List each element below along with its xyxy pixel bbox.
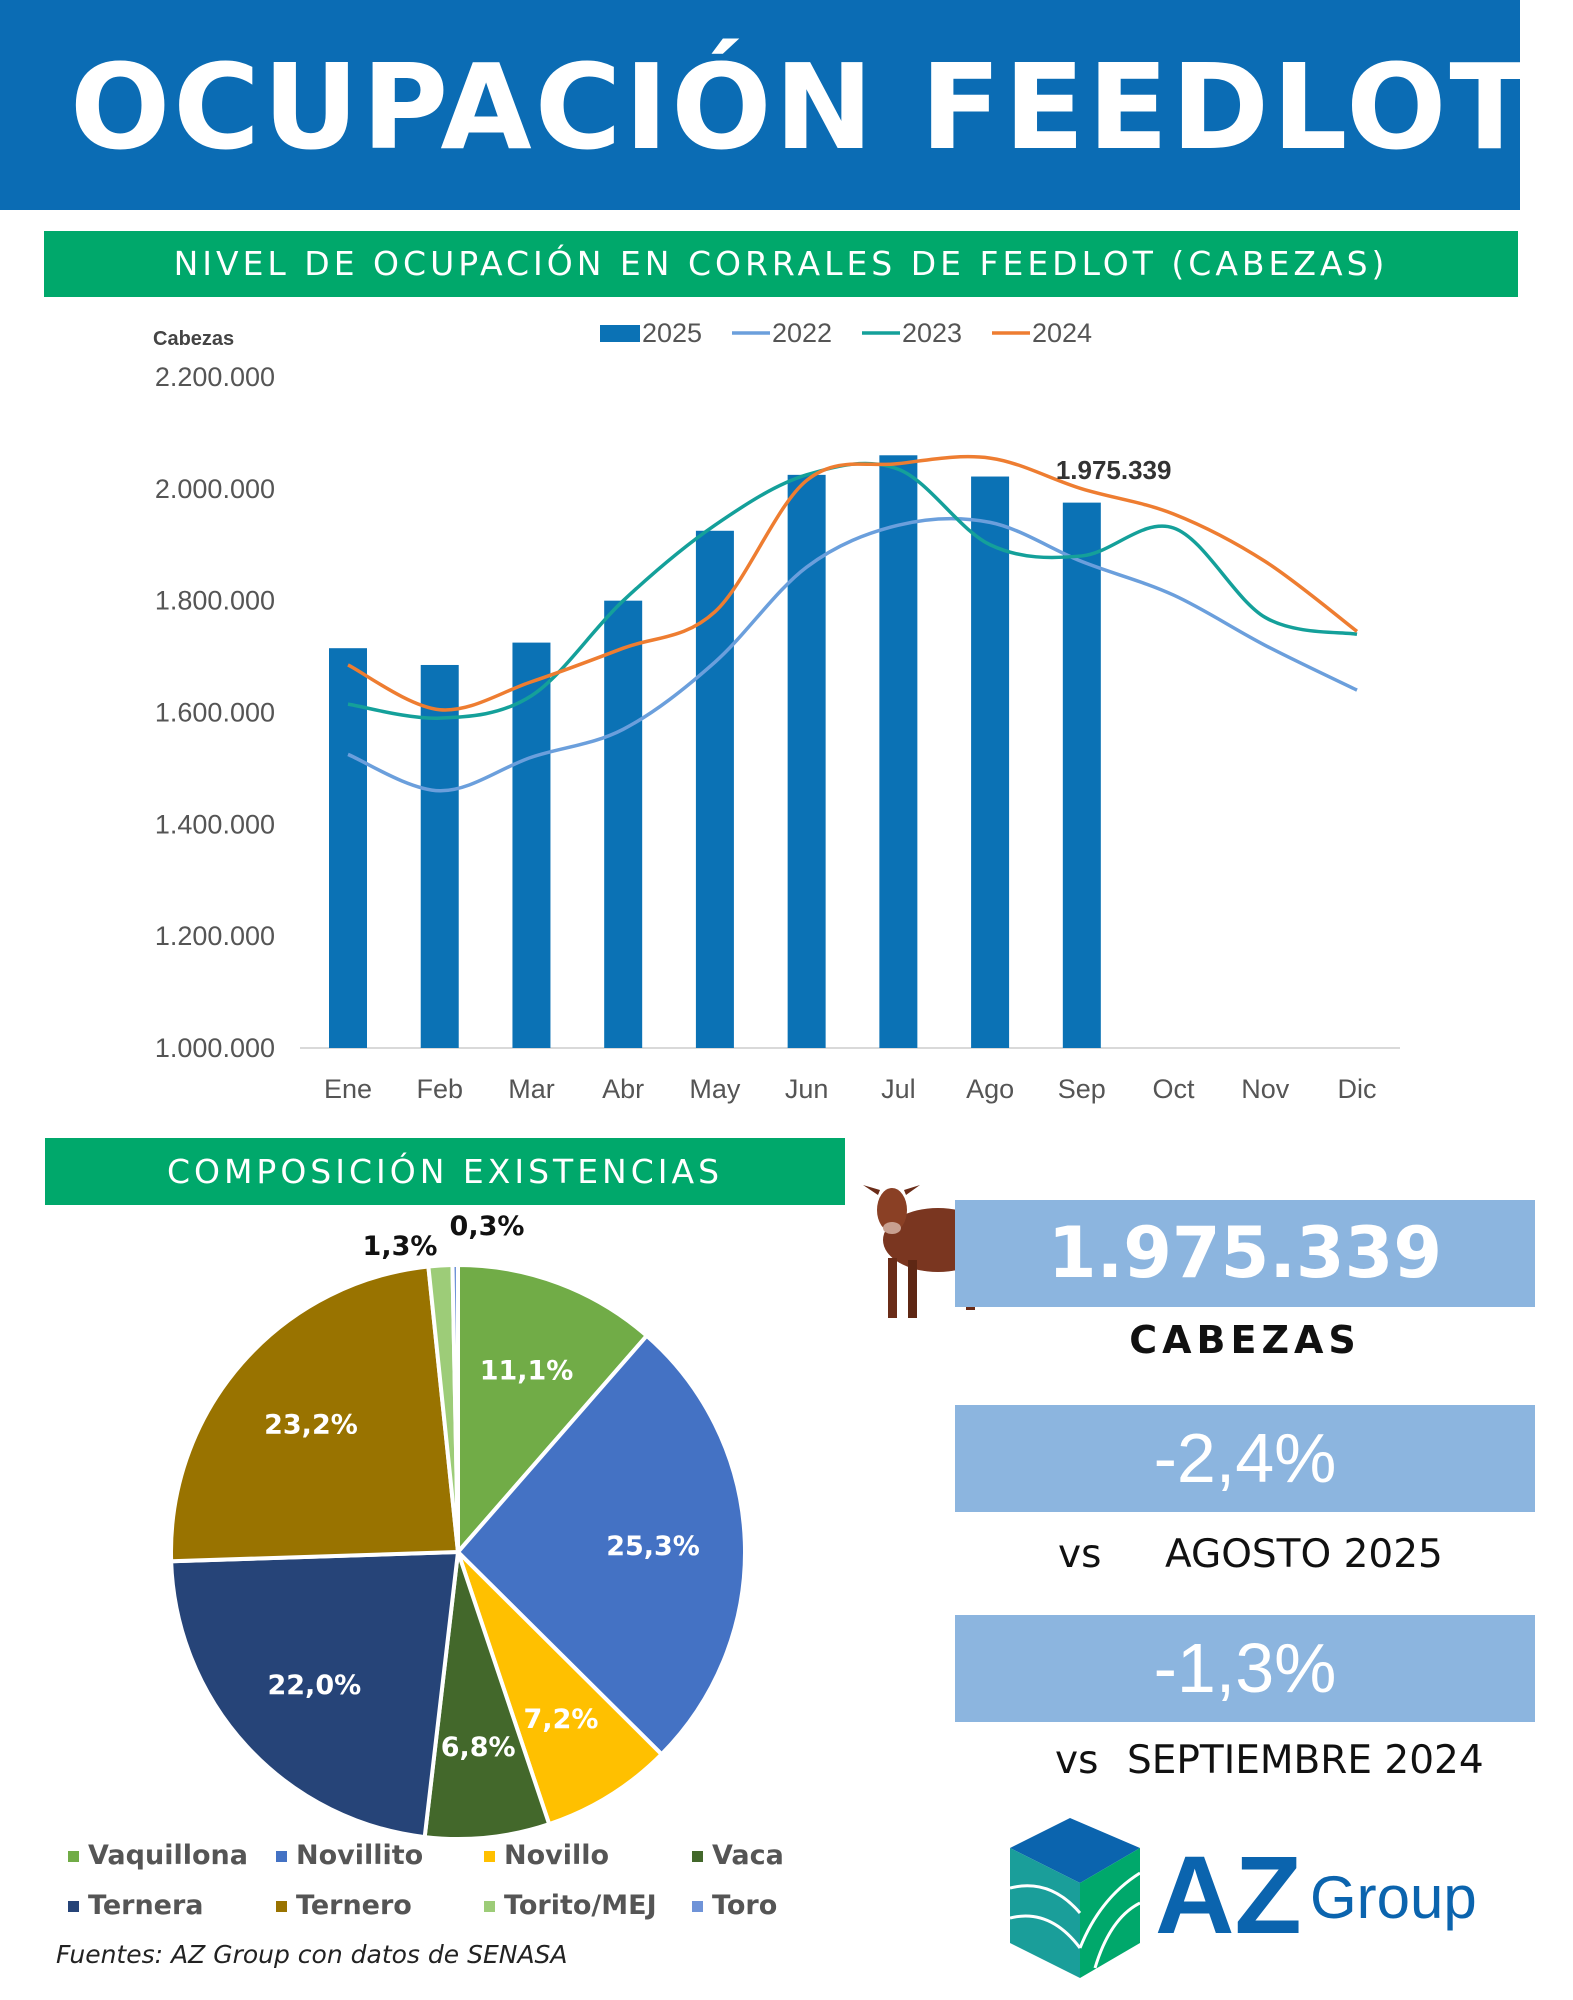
bar-2025-Jul: [879, 455, 918, 1048]
y-tick-label: 2.200.000: [155, 362, 275, 392]
pie-legend-item: Novillito: [276, 1840, 423, 1871]
legend-label: Torito/MEJ: [504, 1890, 657, 1921]
total-heads-unit: CABEZAS: [1129, 1318, 1361, 1362]
x-tick-label: Mar: [508, 1074, 555, 1104]
logo-cube-left: [1010, 1848, 1080, 1978]
change-vs-previous-year: -1,3%: [955, 1615, 1535, 1722]
header-banner: OCUPACIÓN FEEDLOT: [0, 0, 1530, 210]
legend-label-2025: 2025: [642, 318, 702, 348]
x-tick-label: Abr: [602, 1074, 644, 1104]
source-note: Fuentes: AZ Group con datos de SENASA: [56, 1940, 568, 1969]
pie-data-label: 22,0%: [267, 1670, 361, 1701]
pie-slice-toro: [450, 1262, 460, 1553]
legend-swatch: [276, 1851, 287, 1862]
x-tick-label: Ago: [966, 1074, 1014, 1104]
x-tick-label: Sep: [1058, 1074, 1106, 1104]
composition-section-title: COMPOSICIÓN EXISTENCIAS: [45, 1138, 845, 1205]
bar-2025-May: [695, 530, 734, 1048]
change1-vs-label: vs: [1058, 1532, 1102, 1577]
pie-data-label: 1,3%: [363, 1231, 438, 1262]
bar-2025-Ene: [329, 648, 367, 1048]
x-tick-label: May: [689, 1074, 741, 1104]
line-2024: [347, 454, 1359, 712]
page-title: OCUPACIÓN FEEDLOT: [70, 38, 1533, 176]
pie-data-label: 6,8%: [441, 1732, 516, 1763]
pie-slice-novillo: [456, 1550, 665, 1827]
pie-legend-item: Ternera: [68, 1890, 204, 1921]
legend-swatch: [68, 1851, 79, 1862]
composition-pie-chart: 11,1% 25,3% 7,2% 6,8% 22,0% 23,2% 1,3% 0,3%: [169, 1211, 747, 1841]
line-2022: [347, 516, 1358, 793]
legend-swatch: [692, 1901, 703, 1912]
bar-2025-Jun: [787, 474, 826, 1049]
legend-swatch-2025: [600, 325, 640, 342]
pie-data-label: 7,2%: [524, 1704, 599, 1735]
pie-slice-ternera: [169, 1549, 461, 1840]
annotation-label: 1.975.339: [1056, 455, 1172, 485]
pie-slice-novillito: [455, 1332, 747, 1758]
legend-label: Vaquillona: [88, 1840, 248, 1871]
line-2023: [347, 461, 1358, 720]
logo-text-az: AZ: [1155, 1834, 1302, 1957]
bar-2025-Mar: [512, 642, 551, 1048]
y-tick-label: 1.000.000: [155, 1033, 275, 1063]
change-vs-previous-month: -2,4%: [955, 1405, 1535, 1512]
bar-2025-Ago: [971, 476, 1010, 1048]
legend-label: Vaca: [712, 1840, 784, 1871]
x-tick-label: Nov: [1241, 1074, 1290, 1104]
legend-swatch: [692, 1851, 703, 1862]
legend-label: Novillo: [504, 1840, 610, 1871]
change2-vs-label: vs: [1055, 1738, 1099, 1783]
x-tick-label: Feb: [416, 1074, 463, 1104]
bar-2025-Sep: [1062, 502, 1101, 1049]
legend-swatch: [484, 1901, 495, 1912]
pie-data-label: 23,2%: [264, 1410, 358, 1441]
legend-label-2022: 2022: [772, 318, 832, 348]
legend-label: Ternera: [88, 1890, 204, 1921]
x-tick-label: Jun: [785, 1074, 829, 1104]
logo-cube-top: [1010, 1818, 1140, 1883]
pie-data-label: 0,3%: [450, 1211, 525, 1242]
pie-legend-item: Vaquillona: [68, 1840, 248, 1871]
pie-slice-vaquillona: [456, 1262, 650, 1558]
y-tick-label: 1.800.000: [155, 586, 275, 616]
pie-legend-item: Toro: [692, 1890, 777, 1921]
pie-slice-ternero: [169, 1264, 461, 1564]
legend-label: Ternero: [296, 1890, 412, 1921]
change2-reference: SEPTIEMBRE 2024: [1127, 1738, 1484, 1783]
legend-swatch: [68, 1901, 79, 1912]
legend-label-2024: 2024: [1032, 318, 1092, 348]
pie-legend-item: Torito/MEJ: [484, 1890, 657, 1921]
x-tick-label: Ene: [324, 1074, 372, 1104]
bar-2025-Abr: [604, 600, 643, 1048]
y-axis-label: Cabezas: [153, 328, 234, 350]
change1-reference: AGOSTO 2025: [1165, 1532, 1443, 1577]
legend-label-2023: 2023: [902, 318, 962, 348]
x-tick-label: Dic: [1338, 1074, 1377, 1104]
logo-text-group: Group: [1310, 1864, 1477, 1931]
y-tick-label: 1.200.000: [155, 921, 275, 951]
y-tick-label: 1.400.000: [155, 809, 275, 839]
pie-slice-vaca: [422, 1551, 552, 1841]
legend-swatch: [276, 1901, 287, 1912]
legend-label: Toro: [712, 1890, 778, 1921]
bar-2025-Feb: [420, 664, 459, 1048]
pie-data-label: 25,3%: [606, 1531, 700, 1562]
pie-legend-item: Novillo: [484, 1840, 609, 1871]
az-group-logo: AZ Group: [1010, 1818, 1477, 1978]
pie-legend-item: Vaca: [692, 1840, 784, 1871]
legend-swatch: [484, 1851, 495, 1862]
total-heads-value: 1.975.339: [955, 1200, 1535, 1307]
chart-section-title: NIVEL DE OCUPACIÓN EN CORRALES DE FEEDLO…: [44, 231, 1518, 297]
y-tick-label: 2.000.000: [155, 474, 275, 504]
legend-label: Novillito: [296, 1840, 424, 1871]
logo-cube-right: [1080, 1848, 1140, 1978]
pie-legend-item: Ternero: [276, 1890, 412, 1921]
pie-data-label: 11,1%: [480, 1355, 574, 1386]
x-tick-label: Jul: [881, 1074, 916, 1104]
occupancy-chart: Cabezas 1.000.000 1.200.000 1.400.000 1.600.…: [153, 318, 1400, 1104]
y-tick-label: 1.600.000: [155, 698, 275, 728]
x-tick-label: Oct: [1153, 1074, 1196, 1104]
